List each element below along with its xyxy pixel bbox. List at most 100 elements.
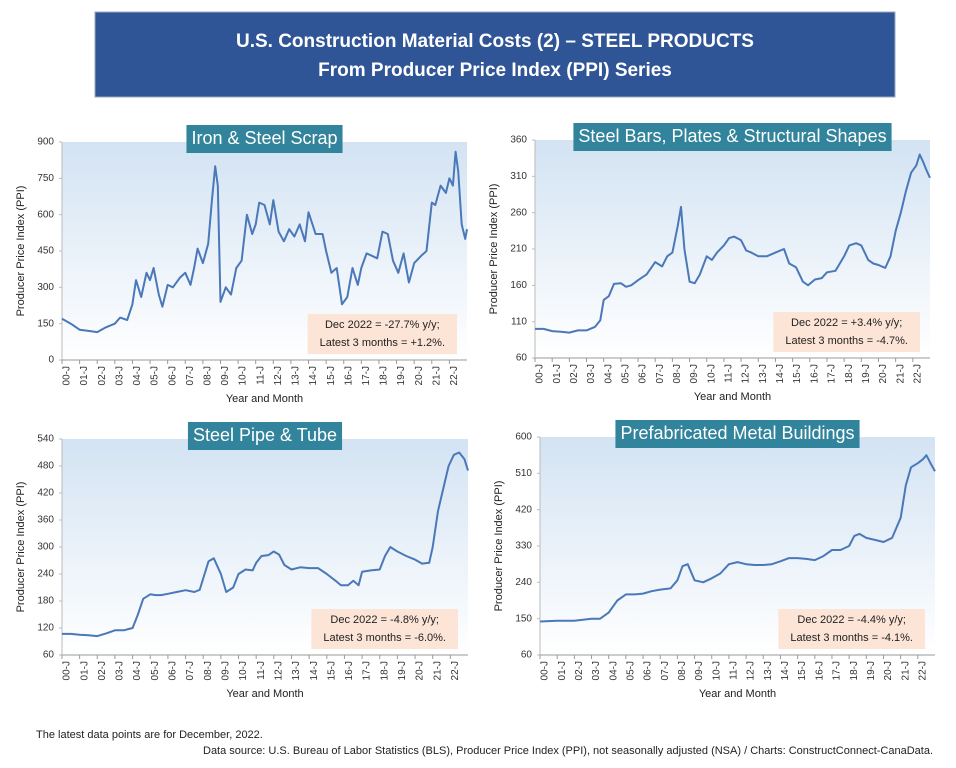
x-tick-label: 07-J <box>185 661 196 680</box>
x-tick-label: 15-J <box>326 366 337 385</box>
x-tick-label: 20-J <box>878 364 889 383</box>
x-axis-title: Year and Month <box>226 688 303 700</box>
y-tick-label: 600 <box>37 209 54 220</box>
x-tick-label: 00-J <box>62 661 73 680</box>
y-tick-label: 180 <box>37 596 54 607</box>
x-tick-label: 14-J <box>309 661 320 680</box>
x-tick-label: 10-J <box>711 661 722 680</box>
x-tick-label: 02-J <box>569 364 580 383</box>
x-tick-label: 19-J <box>866 661 877 680</box>
x-tick-label: 14-J <box>308 366 319 385</box>
x-tick-label: 13-J <box>763 661 774 680</box>
y-tick-label: 310 <box>510 171 527 182</box>
y-tick-label: 150 <box>515 613 532 624</box>
annotation: Latest 3 months = -4.7%. <box>785 335 908 347</box>
annotation: Dec 2022 = -4.8% y/y; <box>330 614 439 626</box>
x-tick-label: 03-J <box>591 661 602 680</box>
x-tick-label: 22-J <box>449 366 460 385</box>
annotation: Latest 3 months = +1.2%. <box>320 337 445 349</box>
y-tick-label: 600 <box>515 432 532 443</box>
x-tick-label: 10-J <box>238 366 249 385</box>
x-tick-label: 07-J <box>660 661 671 680</box>
x-tick-label: 16-J <box>344 661 355 680</box>
x-tick-label: 10-J <box>706 364 717 383</box>
annotation: Latest 3 months = -4.1%. <box>790 632 913 644</box>
annotation: Dec 2022 = +3.4% y/y; <box>791 317 902 329</box>
y-tick-label: 60 <box>516 353 528 364</box>
x-tick-label: 21-J <box>432 661 443 680</box>
x-tick-label: 12-J <box>273 366 284 385</box>
x-tick-label: 16-J <box>343 366 354 385</box>
x-tick-label: 18-J <box>844 364 855 383</box>
annotation: Dec 2022 = -27.7% y/y; <box>325 319 440 331</box>
x-tick-label: 19-J <box>397 661 408 680</box>
y-tick-label: 260 <box>510 207 527 218</box>
x-tick-label: 11-J <box>724 364 735 383</box>
annotation-box <box>307 314 457 354</box>
header-subtitle: From Producer Price Index (PPI) Series <box>318 60 672 81</box>
x-tick-label: 13-J <box>291 366 302 385</box>
x-tick-label: 01-J <box>79 366 90 385</box>
x-tick-label: 21-J <box>431 366 442 385</box>
x-tick-label: 21-J <box>900 661 911 680</box>
annotation: Dec 2022 = -4.4% y/y; <box>797 614 906 626</box>
y-tick-label: 510 <box>515 468 532 479</box>
y-axis-title: Producer Price Index (PPI) <box>15 482 27 613</box>
x-tick-label: 04-J <box>132 366 143 385</box>
x-tick-label: 08-J <box>203 661 214 680</box>
y-tick-label: 110 <box>511 316 527 327</box>
data-line <box>539 454 936 623</box>
y-tick-label: 60 <box>521 650 533 661</box>
chart-title: Prefabricated Metal Buildings <box>620 423 854 443</box>
x-tick-label: 18-J <box>849 661 860 680</box>
x-tick-label: 04-J <box>608 661 619 680</box>
x-tick-label: 17-J <box>362 661 373 680</box>
y-tick-label: 160 <box>510 280 527 291</box>
x-tick-label: 06-J <box>167 366 178 385</box>
x-axis-title: Year and Month <box>699 688 776 700</box>
y-tick-label: 120 <box>37 623 54 634</box>
x-tick-label: 20-J <box>415 661 426 680</box>
y-tick-label: 0 <box>48 355 54 366</box>
y-tick-label: 210 <box>510 244 527 255</box>
x-axis-title: Year and Month <box>694 391 771 403</box>
y-tick-label: 540 <box>37 434 54 445</box>
header-title: U.S. Construction Material Costs (2) – S… <box>236 31 754 52</box>
x-tick-label: 22-J <box>450 661 461 680</box>
chart-title-box <box>615 420 860 448</box>
x-tick-label: 22-J <box>912 364 923 383</box>
x-tick-label: 19-J <box>396 366 407 385</box>
x-tick-label: 11-J <box>256 661 267 680</box>
x-tick-label: 09-J <box>689 364 700 383</box>
y-tick-label: 360 <box>37 515 54 526</box>
y-tick-label: 60 <box>43 650 55 661</box>
y-tick-label: 360 <box>510 135 527 146</box>
x-tick-label: 03-J <box>114 366 125 385</box>
y-tick-label: 750 <box>37 173 54 184</box>
x-tick-label: 18-J <box>379 366 390 385</box>
x-tick-label: 15-J <box>326 661 337 680</box>
x-tick-label: 17-J <box>832 661 843 680</box>
x-tick-label: 01-J <box>552 364 563 383</box>
x-tick-label: 07-J <box>655 364 666 383</box>
y-tick-label: 150 <box>37 318 54 329</box>
x-tick-label: 02-J <box>97 661 108 680</box>
x-tick-label: 14-J <box>780 661 791 680</box>
y-tick-label: 900 <box>37 137 54 148</box>
annotation-box <box>311 609 458 649</box>
x-tick-label: 09-J <box>694 661 705 680</box>
y-tick-label: 240 <box>37 569 54 580</box>
chart-title: Steel Pipe & Tube <box>193 425 337 445</box>
source-note: Data source: U.S. Bureau of Labor Statis… <box>203 745 933 757</box>
chart-title-box <box>573 123 892 151</box>
x-tick-label: 16-J <box>814 661 825 680</box>
y-tick-label: 330 <box>515 541 532 552</box>
x-tick-label: 08-J <box>203 366 214 385</box>
x-tick-label: 16-J <box>809 364 820 383</box>
x-tick-label: 12-J <box>746 661 757 680</box>
y-tick-label: 420 <box>515 504 532 515</box>
x-axis-title: Year and Month <box>226 393 303 405</box>
x-tick-label: 05-J <box>150 661 161 680</box>
x-tick-label: 11-J <box>729 661 740 680</box>
